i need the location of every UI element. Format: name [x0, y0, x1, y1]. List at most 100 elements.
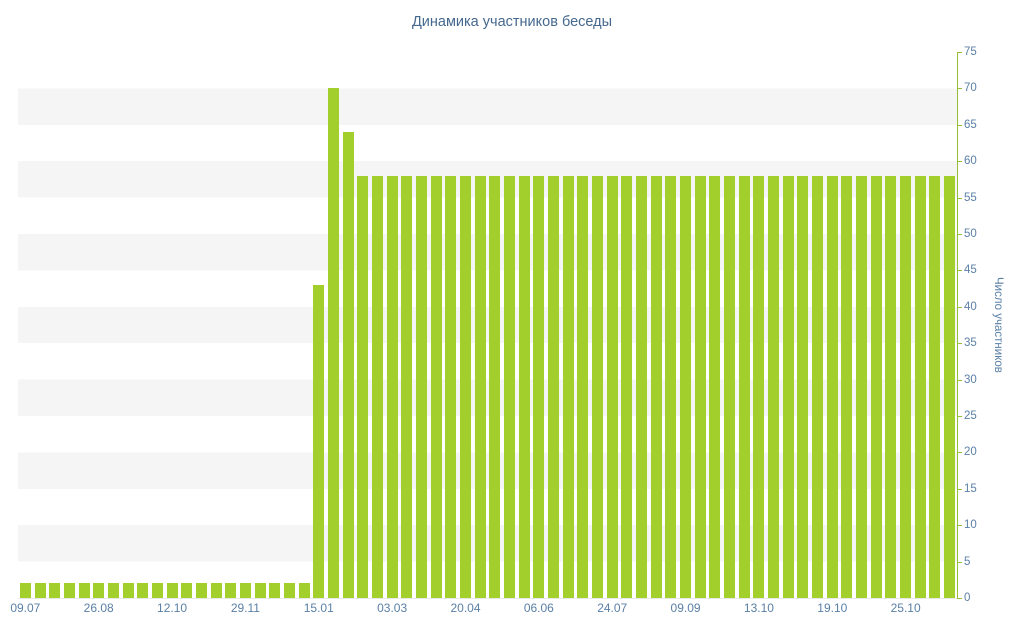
bar[interactable]	[856, 175, 868, 598]
bar[interactable]	[606, 175, 618, 598]
y-tick-mark	[958, 488, 962, 490]
bar[interactable]	[724, 175, 736, 598]
plot-area	[18, 52, 957, 599]
bar[interactable]	[371, 175, 383, 598]
bar[interactable]	[621, 175, 633, 598]
bar[interactable]	[504, 175, 515, 598]
bar[interactable]	[533, 175, 545, 598]
bar[interactable]	[195, 583, 207, 598]
bar[interactable]	[885, 175, 897, 598]
bar[interactable]	[680, 175, 692, 598]
bar[interactable]	[122, 583, 134, 598]
x-tick-label: 19.10	[817, 601, 848, 615]
bar[interactable]	[49, 583, 61, 598]
bar[interactable]	[386, 175, 398, 598]
bar[interactable]	[768, 175, 780, 598]
y-tick-mark	[958, 416, 962, 417]
bar[interactable]	[548, 175, 560, 598]
bar[interactable]	[518, 175, 530, 598]
y-tick-mark	[958, 525, 962, 527]
bar[interactable]	[636, 175, 648, 598]
bar[interactable]	[650, 175, 662, 598]
y-tick-label: 40	[964, 300, 977, 313]
y-tick-mark	[958, 270, 962, 272]
y-tick-mark	[958, 161, 962, 163]
bar[interactable]	[151, 583, 163, 598]
bar[interactable]	[474, 175, 486, 598]
y-tick-mark	[958, 561, 962, 563]
bar[interactable]	[562, 175, 574, 598]
bar[interactable]	[459, 175, 471, 598]
bar[interactable]	[665, 175, 677, 598]
bar[interactable]	[415, 175, 427, 598]
x-tick-label: 24.07	[597, 601, 628, 615]
bar[interactable]	[782, 175, 794, 598]
bar[interactable]	[225, 583, 237, 598]
y-tick-label: 10	[964, 519, 977, 532]
bar[interactable]	[592, 175, 604, 598]
bar[interactable]	[753, 175, 765, 598]
bar[interactable]	[137, 583, 149, 598]
bar[interactable]	[239, 583, 251, 598]
x-tick-label: 25.10	[890, 601, 921, 615]
bar[interactable]	[914, 175, 926, 598]
bar[interactable]	[313, 284, 325, 598]
bar[interactable]	[327, 88, 339, 598]
bar[interactable]	[63, 583, 75, 598]
x-tick-label: 13.10	[743, 601, 774, 615]
y-tick-label: 65	[964, 118, 977, 131]
bar[interactable]	[430, 175, 442, 598]
bar[interactable]	[826, 175, 838, 598]
bar[interactable]	[254, 583, 266, 598]
y-tick-label: 5	[964, 555, 971, 568]
y-tick-mark	[958, 124, 962, 126]
y-tick-mark	[958, 306, 962, 308]
bar[interactable]	[489, 175, 501, 598]
y-tick-mark	[958, 52, 962, 53]
bar[interactable]	[210, 583, 222, 598]
x-tick-label: 15.01	[303, 601, 334, 615]
bar[interactable]	[298, 583, 310, 598]
bar[interactable]	[944, 175, 956, 598]
bar[interactable]	[342, 132, 354, 598]
bar[interactable]	[401, 175, 413, 598]
x-tick-label: 29.11	[230, 601, 260, 615]
bar[interactable]	[577, 175, 589, 598]
bar[interactable]	[709, 175, 721, 598]
x-tick-label: 03.03	[377, 601, 408, 615]
bar[interactable]	[812, 175, 824, 598]
x-tick-label: 26.08	[83, 601, 114, 615]
bar[interactable]	[19, 583, 31, 598]
y-tick-mark	[958, 197, 962, 199]
bar[interactable]	[181, 583, 193, 598]
x-tick-label: 12.10	[157, 601, 188, 615]
y-tick-mark	[958, 598, 962, 599]
x-axis-labels: 09.07 26.08 12.10 29.11 15.01 03.03 20.04 06.06…	[10, 601, 957, 617]
chart-title: Динамика участников беседы	[411, 14, 613, 30]
bar[interactable]	[870, 175, 882, 598]
bar[interactable]	[841, 175, 853, 598]
bar[interactable]	[93, 583, 105, 598]
bar[interactable]	[929, 175, 941, 598]
y-tick-mark	[958, 452, 962, 454]
bar[interactable]	[34, 583, 46, 598]
bar[interactable]	[445, 175, 457, 598]
y-tick-label: 50	[964, 228, 977, 240]
bar[interactable]	[107, 583, 119, 598]
bar[interactable]	[357, 175, 369, 598]
bar[interactable]	[283, 583, 295, 598]
x-tick-label: 20.04	[450, 601, 481, 615]
x-tick-label: 09.07	[10, 601, 41, 615]
y-tick-label: 20	[964, 446, 977, 459]
bar[interactable]	[166, 583, 178, 598]
bar[interactable]	[797, 175, 809, 598]
bar[interactable]	[78, 583, 90, 598]
bar[interactable]	[269, 583, 281, 598]
y-tick-mark	[958, 343, 962, 345]
bar[interactable]	[738, 175, 750, 598]
bar[interactable]	[900, 175, 912, 598]
bar[interactable]	[694, 175, 706, 598]
y-tick-label: 55	[964, 191, 977, 204]
y-tick-label: 0	[964, 592, 971, 604]
